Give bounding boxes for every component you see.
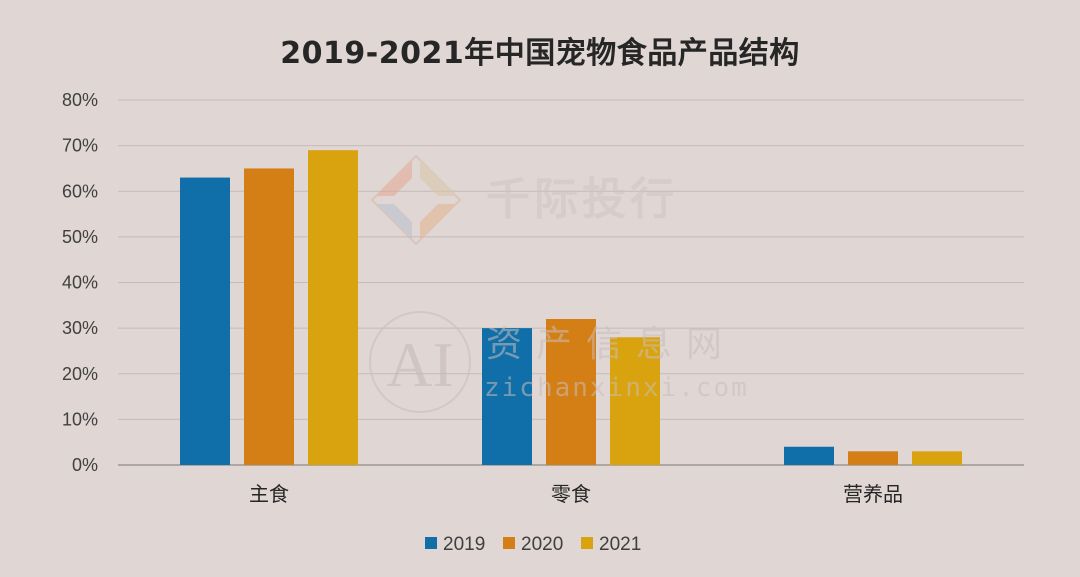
bar-2021 — [912, 451, 962, 465]
y-tick-label: 10% — [62, 409, 98, 429]
ai-logo-text: AI — [386, 329, 454, 400]
y-tick-label: 40% — [62, 273, 98, 293]
chart-title: 2019-2021年中国宠物食品产品结构 — [280, 36, 800, 71]
bar-2021 — [308, 150, 358, 465]
y-tick-label: 50% — [62, 227, 98, 247]
y-tick-label: 30% — [62, 318, 98, 338]
legend-swatch — [503, 537, 515, 549]
x-category-label: 主食 — [249, 482, 289, 506]
watermark: 千际投行 AI 资产信息网 zichanxinxi.com — [369, 154, 749, 413]
x-axis-categories: 主食 零食 营养品 — [249, 482, 903, 506]
y-tick-label: 0% — [72, 455, 98, 475]
legend-swatch — [581, 537, 593, 549]
legend: 2019 2020 2021 — [425, 534, 641, 555]
y-tick-label: 80% — [62, 90, 98, 110]
bar-2019 — [784, 446, 834, 465]
qianji-logo-icon — [370, 154, 462, 246]
bar-2021 — [610, 337, 660, 465]
bar-2019 — [482, 328, 532, 465]
qianji-watermark-text: 千际投行 — [486, 174, 678, 225]
bars — [180, 150, 962, 465]
legend-label: 2019 — [443, 534, 485, 555]
y-tick-label: 20% — [62, 364, 98, 384]
bar-2020 — [244, 168, 294, 465]
x-category-label: 零食 — [551, 482, 591, 506]
zichan-watermark-name: 资产信息网 — [486, 324, 736, 365]
zichan-watermark-url: zichanxinxi.com — [484, 373, 749, 403]
legend-label: 2020 — [521, 534, 563, 555]
bar-2020 — [546, 319, 596, 465]
y-tick-label: 60% — [62, 181, 98, 201]
ai-logo-circle-icon — [369, 311, 471, 413]
x-category-label: 营养品 — [843, 482, 903, 506]
y-tick-label: 70% — [62, 136, 98, 156]
y-axis-ticks: 0% 10% 20% 30% 40% 50% 60% 70% 80% — [62, 90, 98, 475]
bar-2020 — [848, 451, 898, 465]
bar-2019 — [180, 177, 230, 465]
legend-label: 2021 — [599, 534, 641, 555]
legend-swatch — [425, 537, 437, 549]
